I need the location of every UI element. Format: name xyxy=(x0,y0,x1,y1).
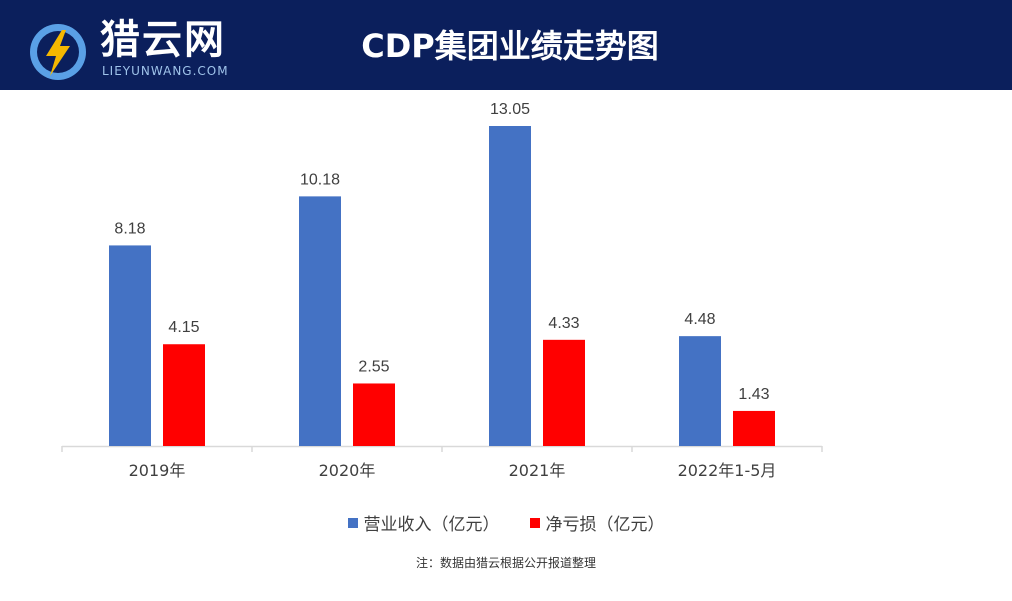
legend-swatch-loss xyxy=(529,517,540,528)
bar-chart: 8.18 4.15 2019年 10.18 2.55 2020年 13.05 4.33 2021… xyxy=(61,101,823,480)
x-tick-label: 2022年1-5月 xyxy=(678,461,777,480)
legend-item-revenue[interactable]: 营业收入（亿元） xyxy=(347,510,500,535)
data-label-loss: 4.15 xyxy=(168,319,199,336)
source-note: 注：数据由猎云根据公开报道整理 xyxy=(415,556,596,570)
legend-swatch-revenue xyxy=(347,517,358,528)
chart-area: 8.18 4.15 2019年 10.18 2.55 2020年 13.05 4.33 2021… xyxy=(0,90,1012,601)
data-label-revenue: 10.18 xyxy=(300,171,340,188)
brand-logo[interactable]: 猎云网 LIEYUNWANG.COM xyxy=(26,16,246,82)
logo-name: 猎云网 xyxy=(100,17,226,63)
header-bar: 猎云网 LIEYUNWANG.COM CDP集团业绩走势图 xyxy=(0,0,1012,90)
bar-revenue xyxy=(299,196,341,446)
data-label-revenue: 4.48 xyxy=(684,311,715,328)
data-label-revenue: 13.05 xyxy=(490,101,530,118)
x-tick-label: 2019年 xyxy=(129,461,186,480)
x-tick-label: 2021年 xyxy=(509,461,566,480)
bar-revenue xyxy=(679,336,721,446)
data-label-loss: 4.33 xyxy=(548,315,579,332)
page-title: CDP集团业绩走势图 xyxy=(361,27,659,65)
legend-label-revenue: 营业收入（亿元） xyxy=(363,515,500,535)
bar-loss xyxy=(353,383,395,446)
data-label-loss: 1.43 xyxy=(738,386,769,403)
legend-item-loss[interactable]: 净亏损（亿元） xyxy=(529,510,665,535)
legend-label-loss: 净亏损（亿元） xyxy=(545,515,665,535)
x-tick-label: 2020年 xyxy=(319,461,376,480)
bar-revenue xyxy=(109,245,151,446)
chart-legend: 营业收入（亿元） 净亏损（亿元） xyxy=(0,510,1012,535)
bar-loss xyxy=(733,410,775,446)
logo-subtitle: LIEYUNWANG.COM xyxy=(102,64,229,78)
lightning-bolt-icon xyxy=(30,24,86,80)
bar-loss xyxy=(543,339,585,446)
data-label-loss: 2.55 xyxy=(358,358,389,375)
data-label-revenue: 8.18 xyxy=(114,220,145,237)
bar-revenue xyxy=(489,126,531,446)
bar-loss xyxy=(163,344,205,446)
